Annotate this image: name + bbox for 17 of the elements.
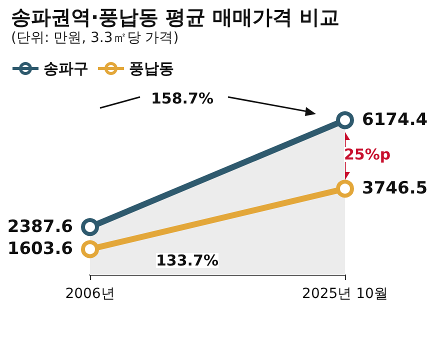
point bbox=[336, 111, 354, 130]
annotation: 25%p bbox=[344, 146, 391, 164]
annotation: 133.7% bbox=[156, 252, 218, 270]
legend-label: 송파구 bbox=[44, 60, 88, 78]
chart-subtitle: (단위: 만원, 3.3㎡당 가격) bbox=[11, 30, 179, 46]
data-label: 1603.6 bbox=[7, 239, 73, 260]
data-label: 6174.4 bbox=[362, 110, 428, 130]
x-tick-label: 2006년 bbox=[65, 286, 115, 302]
point bbox=[336, 180, 354, 198]
point bbox=[81, 240, 99, 258]
data-label: 3746.5 bbox=[362, 178, 428, 199]
point bbox=[81, 218, 99, 236]
x-tick-label: 2025년 10월 bbox=[302, 286, 388, 302]
data-label: 2387.6 bbox=[7, 217, 73, 238]
chart-title: 송파권역·풍납동 평균 매매가격 비교 bbox=[11, 5, 340, 29]
text: 158.7% bbox=[151, 90, 214, 108]
legend-label: 풍납동 bbox=[129, 60, 174, 78]
